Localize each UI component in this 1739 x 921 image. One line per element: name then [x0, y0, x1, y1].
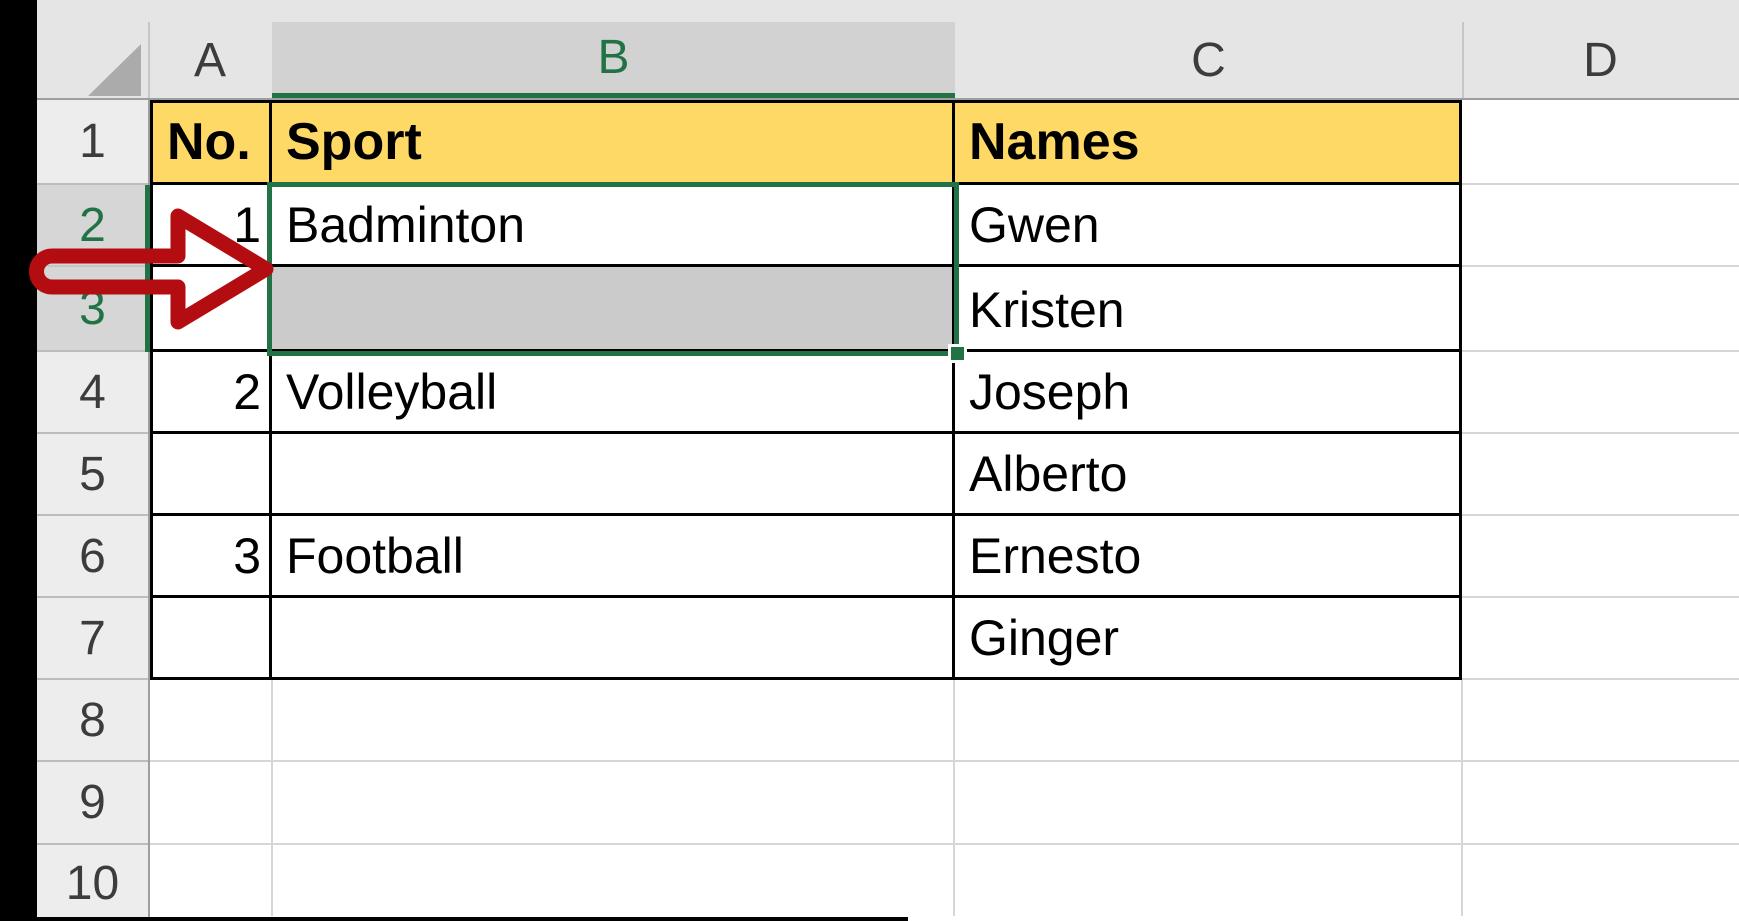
row-header-9[interactable]: 9: [37, 762, 148, 845]
cell-B6[interactable]: Football: [272, 516, 955, 598]
cell-B4[interactable]: Volleyball: [272, 352, 955, 434]
cell-C7[interactable]: Ginger: [955, 598, 1462, 680]
row-header-10-label: 10: [65, 856, 120, 910]
cell-A5[interactable]: [153, 434, 272, 516]
gridline: [953, 680, 955, 916]
gridline: [150, 760, 1739, 762]
gridline: [1462, 596, 1739, 598]
row-header-5[interactable]: 5: [37, 434, 148, 516]
header-separator: [148, 22, 150, 98]
cell-B2-active[interactable]: Badminton: [272, 185, 955, 267]
cell-B1[interactable]: Sport: [272, 103, 955, 185]
row-header-7-label: 7: [79, 611, 106, 665]
column-header-strip: A B C D: [37, 0, 1739, 100]
cell-C5-text: Alberto: [969, 446, 1128, 502]
column-header-B-selected[interactable]: B: [272, 22, 955, 98]
gridline: [1461, 680, 1463, 916]
row-header-4[interactable]: 4: [37, 352, 148, 434]
cell-A4-text: 2: [233, 364, 261, 420]
left-matte: [0, 0, 37, 921]
cell-C1-text: Names: [969, 113, 1140, 171]
cell-A6[interactable]: 3: [153, 516, 272, 598]
cell-C2-text: Gwen: [969, 197, 1100, 253]
cell-A4[interactable]: 2: [153, 352, 272, 434]
cell-C1[interactable]: Names: [955, 103, 1462, 185]
row-header-1[interactable]: 1: [37, 100, 148, 185]
gridline: [1462, 350, 1739, 352]
gridline: [1462, 265, 1739, 267]
row-header-4-label: 4: [79, 365, 106, 419]
data-table: No. Sport Names 1 Badminton Gwen Kristen…: [150, 100, 1462, 680]
column-header-B-label: B: [597, 31, 630, 84]
cell-C6-text: Ernesto: [969, 528, 1142, 584]
cell-B1-text: Sport: [286, 113, 422, 171]
cell-B7[interactable]: [272, 598, 955, 680]
column-header-A[interactable]: A: [148, 22, 272, 98]
cell-B2-text: Badminton: [286, 197, 526, 253]
cell-A6-text: 3: [233, 528, 261, 584]
column-header-D-label: D: [1583, 33, 1618, 87]
fill-handle[interactable]: [948, 344, 967, 363]
row-header-10[interactable]: 10: [37, 845, 148, 921]
row-header-9-label: 9: [79, 776, 106, 829]
header-separator: [1462, 22, 1464, 98]
cell-C3-text: Kristen: [969, 282, 1125, 338]
cell-A7[interactable]: [153, 598, 272, 680]
cell-B6-text: Football: [286, 528, 464, 584]
row-header-8-label: 8: [79, 693, 106, 747]
cell-C2[interactable]: Gwen: [955, 185, 1462, 267]
column-header-D[interactable]: D: [1462, 22, 1739, 98]
row-header-7[interactable]: 7: [37, 598, 148, 680]
cell-A1[interactable]: No.: [153, 103, 272, 185]
select-all-icon[interactable]: [88, 44, 141, 96]
cell-C6[interactable]: Ernesto: [955, 516, 1462, 598]
cell-C3[interactable]: Kristen: [955, 267, 1462, 352]
gridline: [1462, 678, 1739, 680]
row-header-2-label: 2: [79, 198, 106, 252]
cell-C4-text: Joseph: [969, 364, 1131, 420]
bottom-matte: [0, 917, 908, 921]
column-header-A-label: A: [193, 33, 226, 87]
cell-C5[interactable]: Alberto: [955, 434, 1462, 516]
column-header-C[interactable]: C: [955, 22, 1462, 98]
cell-B5[interactable]: [272, 434, 955, 516]
red-arrow-path: [29, 208, 274, 330]
gridline: [1462, 183, 1739, 185]
row-header-1-label: 1: [79, 115, 106, 168]
row-header-5-label: 5: [79, 447, 106, 501]
column-header-C-label: C: [1191, 33, 1226, 87]
row-header-selection-bar: [145, 185, 150, 352]
row-header-8[interactable]: 8: [37, 680, 148, 762]
row-header-6-label: 6: [79, 529, 106, 583]
gridline: [271, 680, 273, 916]
gridline: [1462, 432, 1739, 434]
cell-B3-selected[interactable]: [272, 267, 955, 352]
cell-A1-text: No.: [167, 113, 251, 171]
cell-B4-text: Volleyball: [286, 364, 498, 420]
cell-C4[interactable]: Joseph: [955, 352, 1462, 434]
gridline: [150, 843, 1739, 845]
cell-C7-text: Ginger: [969, 610, 1120, 666]
row-header-6[interactable]: 6: [37, 516, 148, 598]
gridline: [1462, 514, 1739, 516]
